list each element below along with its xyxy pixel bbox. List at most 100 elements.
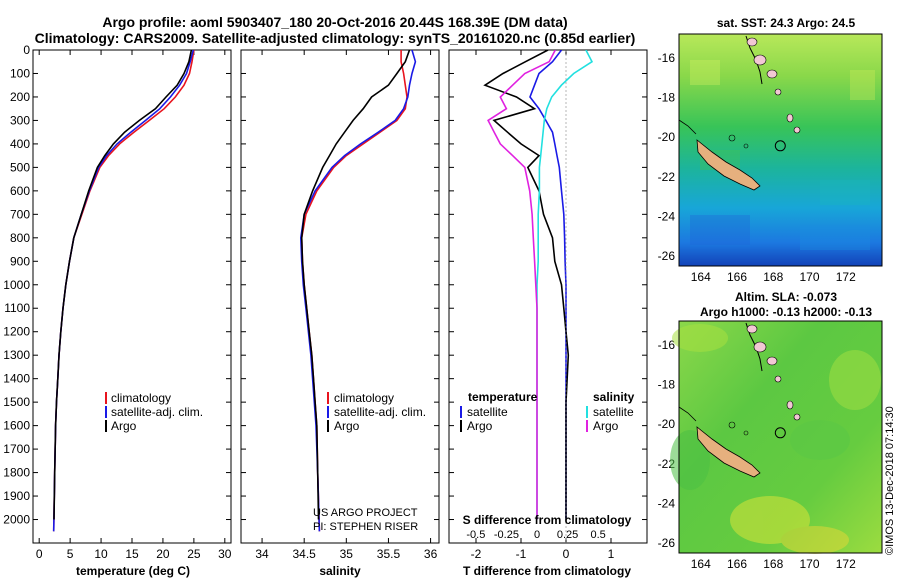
map-x-tick-label: 164 [691, 557, 711, 571]
y-tick-label: 200 [10, 90, 30, 104]
island-shape [774, 88, 782, 96]
series-line-temperature-argo [483, 50, 570, 520]
temperature-panel-frame [32, 49, 232, 544]
y-tick-label: 2000 [3, 513, 30, 527]
series-line-climatology [52, 50, 195, 532]
x-tick-label: -1 [516, 547, 527, 561]
island-shape [753, 341, 767, 353]
x-tick-label: 35.5 [377, 547, 401, 561]
legend-label-s-satellite: satellite [593, 405, 634, 419]
map-y-tick-label: -16 [658, 338, 676, 352]
secondary-x-tick-label: 0 [534, 529, 540, 541]
x-tick-label: 0 [36, 547, 43, 561]
y-tick-label: 300 [10, 113, 30, 127]
legend-label-satellite: satellite-adj. clim. [334, 405, 426, 419]
legend-label-climatology: climatology [111, 391, 171, 405]
y-tick-label: 1600 [3, 419, 30, 433]
map-x-tick-label: 166 [727, 557, 747, 571]
legend-label-t-argo: Argo [467, 419, 493, 433]
x-tick-label: 25 [187, 547, 201, 561]
y-tick-label: 1400 [3, 372, 30, 386]
argo-location-marker [774, 427, 786, 439]
salinity-panel-frame [240, 49, 440, 544]
island-shape [774, 375, 782, 383]
y-tick-label: 1300 [3, 348, 30, 362]
secondary-x-tick-label: 0.5 [590, 529, 605, 541]
legend-salinity-title: salinity [593, 390, 635, 404]
island-shape [728, 421, 736, 429]
y-tick-label: 900 [10, 254, 30, 268]
y-tick-label: 1100 [4, 301, 30, 315]
chart-title-line-1: Argo profile: aoml 5903407_180 20-Oct-20… [102, 14, 568, 30]
island-shape [766, 69, 778, 79]
secondary-x-tick-label: -0.5 [466, 529, 485, 541]
x-tick-label: 0 [563, 547, 570, 561]
salinity-legend: climatology satellite-adj. clim. Argo [327, 391, 426, 433]
x-tick-label: 5 [67, 547, 74, 561]
map-y-tick-label: -24 [658, 209, 676, 223]
reef-outline [678, 406, 697, 422]
y-tick-label: 1900 [3, 489, 30, 503]
island-shape [746, 324, 758, 334]
sla-map-frame [678, 320, 883, 554]
map-y-tick-label: -20 [658, 417, 676, 431]
island-shape [793, 413, 801, 421]
legend-temperature-title: temperature [468, 390, 538, 404]
x-tick-label: 35 [340, 547, 354, 561]
secondary-x-tick-label: -0.25 [494, 529, 519, 541]
sla-map-title-line-2: Argo h1000: -0.13 h2000: -0.13 [699, 305, 873, 319]
map-y-tick-label: -26 [658, 536, 676, 550]
x-tick-label: 20 [156, 547, 170, 561]
y-tick-label: 800 [10, 231, 30, 245]
credit-line-2: PI: STEPHEN RISER [313, 521, 418, 533]
secondary-x-tick-label: 0.25 [557, 529, 578, 541]
reef-outline [678, 119, 697, 135]
y-tick-label: 1500 [3, 395, 30, 409]
map-x-tick-label: 168 [763, 270, 783, 284]
new-caledonia-island [696, 426, 761, 478]
map-y-tick-label: -18 [658, 377, 676, 391]
chart-title-line-2: Climatology: CARS2009. Satellite-adjuste… [34, 30, 636, 46]
y-tick-label: 400 [10, 137, 30, 151]
island-shape [766, 356, 778, 366]
sst-map [678, 33, 883, 267]
x-tick-label: 36 [424, 547, 438, 561]
map-x-tick-label: 164 [691, 270, 711, 284]
temperature-axis-label: temperature (deg C) [76, 564, 190, 578]
y-tick-label: 700 [10, 207, 30, 221]
y-tick-label: 500 [10, 160, 30, 174]
map-x-tick-label: 170 [799, 270, 819, 284]
y-tick-label: 100 [10, 66, 30, 80]
y-tick-label: 1200 [3, 325, 30, 339]
island-shape [793, 126, 801, 134]
series-line-argo [300, 50, 411, 520]
island-shape [743, 430, 749, 436]
y-tick-label: 0 [23, 43, 30, 57]
map-y-tick-label: -26 [658, 249, 676, 263]
secondary-axis-label: S difference from climatology [463, 513, 632, 527]
y-tick-label: 1800 [3, 466, 30, 480]
map-y-tick-label: -22 [658, 170, 676, 184]
legend-label-argo: Argo [111, 419, 137, 433]
map-y-tick-label: -16 [658, 51, 676, 65]
map-y-tick-label: -18 [658, 90, 676, 104]
x-tick-label: 34 [255, 547, 269, 561]
sst-map-title: sat. SST: 24.3 Argo: 24.5 [716, 16, 856, 30]
map-x-tick-label: 170 [799, 557, 819, 571]
series-line-salinity-argo [487, 50, 557, 520]
x-tick-label: 1 [608, 547, 615, 561]
y-tick-label: 600 [10, 184, 30, 198]
sst-map-frame [678, 33, 883, 267]
legend-label-s-argo: Argo [593, 419, 619, 433]
series-line-satellite-adj-clim- [52, 50, 195, 532]
credit-line-1: US ARGO PROJECT [313, 507, 418, 519]
legend-label-climatology: climatology [334, 391, 394, 405]
map-x-tick-label: 166 [727, 270, 747, 284]
y-tick-label: 1000 [3, 278, 30, 292]
legend-label-satellite: satellite-adj. clim. [111, 405, 203, 419]
difference-axis-label: T difference from climatology [463, 564, 631, 578]
x-tick-label: -2 [471, 547, 482, 561]
x-tick-label: 34.5 [293, 547, 317, 561]
argo-location-marker [774, 140, 786, 152]
